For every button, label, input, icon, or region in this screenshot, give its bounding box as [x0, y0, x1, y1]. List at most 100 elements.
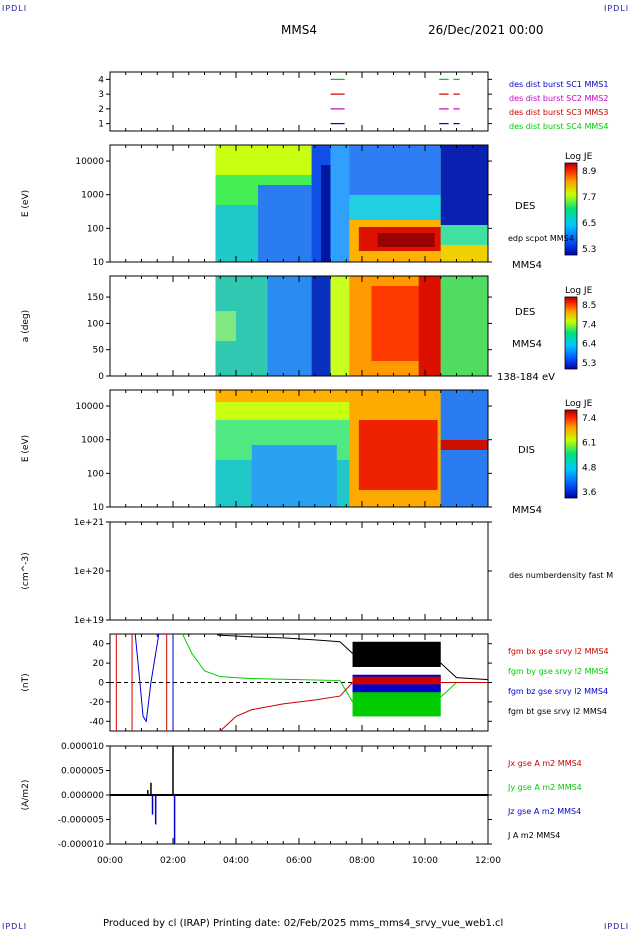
y-tick-label: 10000	[75, 402, 104, 412]
fgm-legend-entry: fgm bz gse srvy l2 MMS4	[508, 687, 608, 696]
burst-legend-entry: des dist burst SC1 MMS1	[509, 80, 608, 89]
mission-title: MMS4	[281, 23, 317, 37]
corner-mark-bottom-right: IPDLI	[604, 922, 630, 931]
heat-cell	[349, 145, 441, 195]
energy-range-label: 138-184 eV	[497, 372, 555, 383]
heat-cell	[251, 445, 337, 507]
colorbar-tick-label: 6.4	[582, 340, 597, 350]
burst-legend-entry: des dist burst SC4 MMS4	[509, 122, 608, 131]
colorbar-tick-label: 6.1	[582, 439, 596, 449]
heat-cell	[418, 276, 441, 376]
colorbar-tick-label: 4.8	[582, 463, 597, 473]
burst-legend-entry: des dist burst SC3 MMS3	[509, 108, 608, 117]
fgm-legend-entry: fgm bt gse srvy l2 MMS4	[508, 707, 607, 716]
y-tick-label: 0	[98, 679, 104, 689]
y-tick-label: 40	[93, 640, 105, 650]
y-tick-label: 10	[93, 503, 105, 513]
y-tick-label: 1000	[81, 436, 104, 446]
heat-cell	[352, 641, 441, 667]
burst-legend-entry: des dist burst SC2 MMS2	[509, 94, 608, 103]
heat-cell	[440, 245, 488, 262]
density-ylabel: (cm^-3)	[21, 552, 31, 589]
y-tick-label: 0	[98, 372, 104, 382]
heat-cell	[440, 440, 488, 450]
heat-cell	[267, 276, 312, 376]
y-tick-label: -40	[89, 717, 104, 727]
y-tick-label: 0.000000	[61, 791, 104, 801]
corner-mark-bottom-left: IPDLI	[2, 922, 28, 931]
fgm-series-line	[134, 633, 160, 723]
heat-cell	[358, 420, 438, 490]
y-tick-label: -0.000005	[58, 816, 104, 826]
colorbar-label: Log JE	[565, 286, 593, 296]
colorbar-tick-label: 6.5	[582, 219, 596, 229]
y-tick-label: 100	[87, 319, 104, 329]
corner-mark-top-right: IPDLI	[604, 4, 630, 13]
current-density-ylabel: (A/m2)	[21, 780, 31, 811]
y-tick-label: -0.000010	[58, 840, 104, 850]
y-tick-label: 1000	[81, 191, 104, 201]
corner-mark-top-left: IPDLI	[2, 4, 28, 13]
heat-cell	[330, 145, 350, 262]
y-tick-label: 50	[93, 346, 105, 356]
colorbar-tick-label: 8.9	[582, 167, 597, 177]
current-legend-entry: J A m2 MMS4	[507, 831, 560, 840]
density-legend-entry: des numberdensity fast M	[509, 571, 613, 580]
colorbar-label: Log JE	[565, 399, 593, 409]
start-date: 26/Dec/2021 00:00	[428, 23, 544, 37]
y-tick-label: 100	[87, 469, 104, 479]
x-tick-label: 04:00	[223, 856, 249, 866]
x-tick-label: 08:00	[349, 856, 375, 866]
y-tick-label: 2	[98, 105, 104, 115]
des-label: DES	[515, 201, 535, 212]
fgm-legend-entry: fgm bx gse srvy l2 MMS4	[508, 647, 609, 656]
colorbar-tick-label: 7.7	[582, 193, 596, 203]
y-tick-label: 20	[93, 659, 105, 669]
y-tick-label: 0.000010	[61, 742, 104, 752]
des-label: DES	[515, 307, 535, 318]
y-tick-label: 10000	[75, 157, 104, 167]
spacecraft-label: MMS4	[512, 339, 542, 350]
dis-label: DIS	[518, 445, 535, 456]
heat-cell	[258, 185, 318, 262]
heat-cell	[349, 195, 441, 220]
colorbar-tick-label: 8.5	[582, 301, 596, 311]
fgm-legend-entry: fgm by gse srvy l2 MMS4	[508, 667, 609, 676]
x-tick-label: 00:00	[97, 856, 123, 866]
x-tick-label: 02:00	[160, 856, 186, 866]
current-legend-entry: Jx gse A m2 MMS4	[507, 759, 582, 768]
spacecraft-label: MMS4	[512, 505, 542, 516]
heat-cell	[440, 276, 488, 376]
y-tick-label: 0.000005	[61, 767, 104, 777]
pitch-angle-ylabel: a (deg)	[21, 310, 31, 342]
current-legend-entry: Jy gse A m2 MMS4	[507, 783, 582, 792]
y-tick-label: -20	[89, 698, 104, 708]
heat-cell	[215, 145, 318, 175]
x-tick-label: 06:00	[286, 856, 312, 866]
y-tick-label: 1e+20	[74, 567, 105, 577]
dis-energy-ylabel: E (eV)	[21, 435, 31, 462]
colorbar-tick-label: 7.4	[582, 414, 597, 424]
y-tick-label: 1	[98, 120, 104, 130]
spacecraft-label: MMS4	[512, 260, 542, 271]
colorbar-tick-label: 5.3	[582, 359, 596, 369]
des-energy-colorbar	[564, 162, 578, 256]
fgm-series-line	[219, 679, 488, 732]
y-tick-label: 4	[98, 75, 104, 85]
des-energy-ylabel: E (eV)	[21, 190, 31, 217]
dis-energy-colorbar	[564, 409, 578, 499]
y-tick-label: 1e+21	[74, 518, 104, 528]
density-frame	[109, 521, 489, 621]
footer-credit: Produced by cl (IRAP) Printing date: 02/…	[103, 918, 504, 929]
heat-cell	[330, 276, 350, 376]
y-tick-label: 100	[87, 224, 104, 234]
y-tick-label: 150	[87, 293, 104, 303]
y-tick-label: 1e+19	[74, 616, 105, 626]
heat-cell	[440, 145, 488, 225]
heat-cell	[215, 390, 350, 402]
colorbar-tick-label: 7.4	[582, 320, 597, 330]
colorbar-label: Log JE	[565, 152, 593, 162]
fgm-series-line	[182, 633, 488, 708]
fgm-ylabel: (nT)	[21, 673, 31, 691]
